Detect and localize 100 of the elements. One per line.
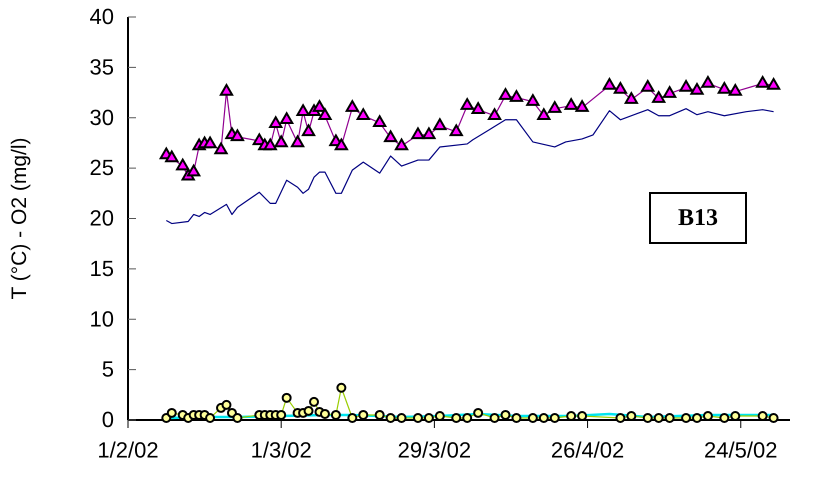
point (679, 80, 693, 92)
point (203, 136, 217, 148)
point (205, 413, 216, 423)
point (424, 413, 434, 423)
point (318, 108, 332, 120)
point (681, 413, 692, 423)
point (718, 82, 731, 94)
x-tick-label: 24/5/02 (704, 437, 778, 462)
point (564, 98, 578, 110)
point (166, 408, 177, 418)
point (472, 102, 485, 114)
point (641, 80, 654, 92)
point (615, 413, 626, 423)
point (296, 104, 310, 116)
point (334, 138, 348, 150)
point (412, 413, 423, 423)
point (510, 90, 524, 102)
point (187, 164, 200, 176)
x-tick-label: 29/3/02 (398, 437, 472, 462)
y-tick-label: 20 (90, 206, 114, 231)
point (490, 413, 500, 423)
point (394, 138, 408, 150)
point (214, 142, 228, 154)
annotation: B13 (678, 205, 718, 231)
y-tick-label: 35 (90, 54, 114, 80)
point (356, 108, 370, 120)
y-tick-label: 10 (90, 306, 114, 332)
point (664, 413, 675, 423)
point (230, 129, 244, 142)
point (498, 88, 512, 100)
point (511, 413, 522, 423)
point (548, 101, 562, 113)
point (537, 108, 550, 120)
point (346, 100, 359, 112)
point (304, 406, 314, 416)
point (663, 86, 676, 98)
point (692, 413, 702, 423)
point (232, 413, 242, 423)
point (473, 408, 484, 418)
point (538, 413, 549, 423)
point (269, 116, 282, 128)
point (358, 410, 368, 420)
line-series (166, 108, 774, 224)
y-tick-label: 30 (90, 104, 114, 130)
point (309, 396, 320, 407)
point (654, 413, 664, 423)
point (411, 127, 425, 140)
point (652, 91, 666, 103)
point (756, 76, 770, 88)
point (396, 413, 407, 423)
y-tick-label: 0 (102, 407, 114, 432)
point (433, 118, 446, 130)
point (290, 135, 304, 148)
point (602, 78, 616, 90)
point (220, 84, 234, 96)
point (614, 82, 628, 94)
point (488, 108, 502, 120)
point (462, 413, 472, 423)
point (384, 130, 398, 142)
point (450, 124, 463, 136)
point (347, 413, 358, 423)
point (276, 410, 286, 420)
y-tick-label: 25 (90, 155, 114, 180)
point (374, 410, 385, 420)
point (550, 413, 560, 423)
point (302, 124, 316, 136)
point (422, 127, 436, 140)
point (221, 400, 232, 410)
point (282, 392, 292, 403)
point (274, 135, 288, 148)
point (701, 76, 715, 88)
point (312, 100, 326, 112)
y-tick-label: 15 (90, 256, 114, 281)
point (451, 413, 462, 423)
point (330, 410, 341, 420)
point (768, 413, 779, 423)
point (690, 83, 704, 95)
point (336, 382, 346, 393)
x-tick-label: 1/3/02 (250, 437, 312, 462)
point (373, 115, 386, 128)
point (280, 112, 294, 124)
x-tick-label: 26/4/02 (550, 437, 624, 462)
y-tick-label: 40 (90, 4, 114, 30)
point (165, 150, 178, 162)
point (526, 94, 540, 106)
y-axis-title: T (°C) - O2 (mg/l) (8, 137, 31, 300)
point (719, 413, 730, 423)
point (460, 98, 474, 110)
point (264, 138, 277, 150)
point (500, 410, 510, 420)
point (386, 413, 396, 423)
point (766, 78, 780, 90)
point (728, 84, 742, 96)
point (624, 92, 638, 104)
point (575, 100, 589, 112)
point (176, 158, 190, 170)
point (642, 413, 653, 423)
x-tick-label: 1/2/02 (97, 437, 159, 462)
y-tick-label: 5 (102, 356, 114, 382)
point (320, 408, 330, 419)
